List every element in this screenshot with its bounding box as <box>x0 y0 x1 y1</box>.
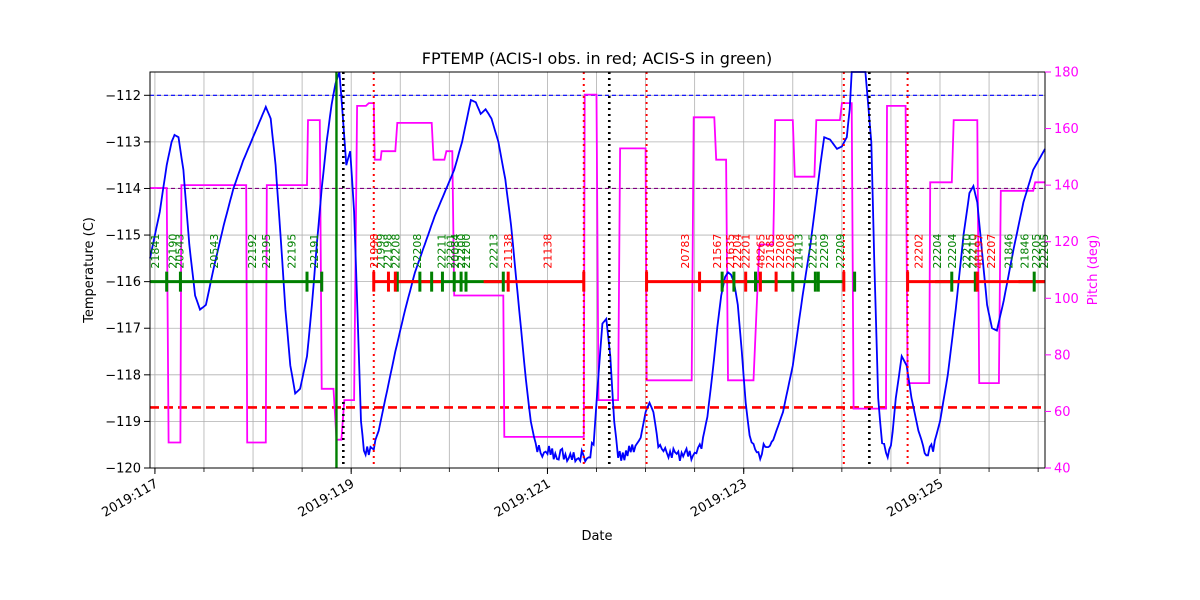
y-tick-label: −114 <box>105 182 141 197</box>
y2-tick-label: 140 <box>1054 179 1079 194</box>
y2-tick-label: 180 <box>1054 66 1079 81</box>
y2-tick-label: 60 <box>1054 405 1071 420</box>
y-tick-label: −112 <box>105 89 141 104</box>
acis-s-label: 22195 <box>260 234 273 269</box>
plot-frame <box>149 71 1046 469</box>
acis-i-label: 22208 <box>774 234 787 269</box>
acis-s-label: 22201 <box>444 234 457 269</box>
acis-i-label: 48197 <box>972 234 985 269</box>
acis-i-label: 21567 <box>711 234 724 269</box>
acis-i-label: 21998 <box>368 234 381 269</box>
acis-s-label: 22210 <box>960 234 973 269</box>
y-axis-label: Temperature (C) <box>82 217 97 324</box>
temperature-layer <box>149 71 1046 464</box>
acis-i-label: 21138 <box>502 234 515 269</box>
acis-s-label: 22215 <box>806 234 819 269</box>
acis-s-label: 22198 <box>381 234 394 269</box>
y2-tick-label: 120 <box>1054 235 1079 250</box>
acis-s-label: 21841 <box>149 234 162 269</box>
acis-i-label: 21635 <box>724 234 737 269</box>
acis-i-label: 48265 <box>754 234 767 269</box>
acis-i-label: 22202 <box>912 234 925 269</box>
y-tick-label: −120 <box>105 462 141 477</box>
acis-s-label: 22208 <box>411 234 424 269</box>
acis-i-label: 22206 <box>784 234 797 269</box>
y2-tick-label: 160 <box>1054 122 1079 137</box>
acis-s-label: 21999 <box>375 234 388 269</box>
temperature-line <box>149 71 1046 464</box>
acis-s-label: 22204 <box>931 234 944 269</box>
acis-i-label: 22201 <box>740 234 753 269</box>
acis-i-label: 22204 <box>731 234 744 269</box>
y2-axis-label: Pitch (deg) <box>1086 235 1101 305</box>
acis-s-label: 22211 <box>435 234 448 269</box>
acis-s-label: 22191 <box>308 234 321 269</box>
pitch-line <box>150 93 1045 444</box>
acis-s-label: 22192 <box>246 234 259 269</box>
acis-s-label: 21846 <box>1003 234 1016 269</box>
acis-s-label: 22205 <box>1030 234 1043 269</box>
y-tick-label: −116 <box>105 275 141 290</box>
y-tick-label: −118 <box>105 368 141 383</box>
acis-s-label: 22210 <box>966 234 979 269</box>
chart-title: FPTEMP (ACIS-I obs. in red; ACIS-S in gr… <box>422 49 772 68</box>
acis-i-label: 21138 <box>541 234 554 269</box>
acis-s-label: 22209 <box>818 234 831 269</box>
acis-i-label: 22207 <box>985 234 998 269</box>
y2-tick-label: 80 <box>1054 348 1071 363</box>
acis-s-label: 21846 <box>1018 234 1031 269</box>
acis-s-label: 21200 <box>460 234 473 269</box>
y-tick-label: −117 <box>105 322 141 337</box>
acis-s-label: 22208 <box>389 234 402 269</box>
y-tick-label: −113 <box>105 135 141 150</box>
acis-s-label: 22190 <box>167 234 180 269</box>
y2-tick-label: 100 <box>1054 292 1079 307</box>
x-axis-label: Date <box>581 529 612 544</box>
acis-s-label: 20084 <box>449 234 462 269</box>
acis-s-label: 21413 <box>793 234 806 269</box>
pitch-layer <box>150 93 1045 444</box>
y2-tick-label: 40 <box>1054 462 1071 477</box>
acis-s-label: 22204 <box>946 234 959 269</box>
vertical-markers <box>335 72 909 468</box>
acis-s-label: 22200 <box>455 234 468 269</box>
y-tick-label: −119 <box>105 415 141 430</box>
y-tick-label: −115 <box>105 229 141 244</box>
acis-s-label: 22209 <box>834 234 847 269</box>
acis-i-label: 20783 <box>679 234 692 269</box>
acis-s-label: 22195 <box>285 234 298 269</box>
acis-s-label: 20543 <box>208 234 221 269</box>
acis-s-label: 20543 <box>173 234 186 269</box>
acis-i-label: 22185 <box>764 234 777 269</box>
reference-lines <box>150 94 1045 409</box>
acis-s-label: 22213 <box>487 234 500 269</box>
